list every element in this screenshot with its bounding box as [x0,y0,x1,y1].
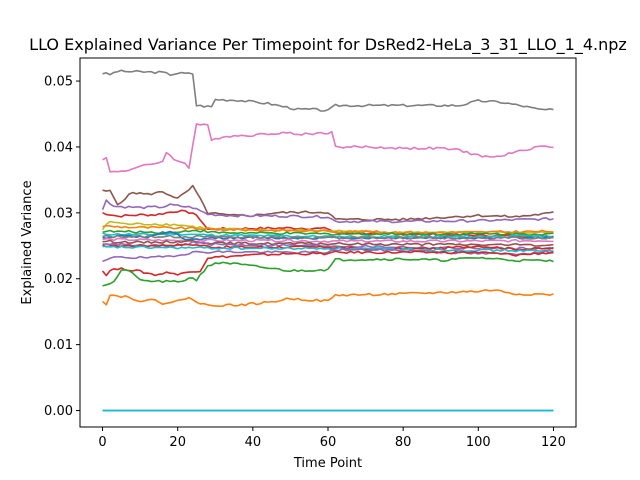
x-tick-label: 20 [169,435,186,450]
x-tick-label: 80 [395,435,412,450]
series-line-19 [102,256,554,287]
series-line-14 [102,240,554,251]
y-tick-label: 0.02 [44,272,73,287]
series-line-17 [102,248,554,263]
series-line-13 [102,239,554,247]
series-line-15 [102,243,554,251]
series-line-8 [102,229,554,236]
y-axis-label: Explained Variance [20,180,35,304]
x-tick-label: 60 [320,435,337,450]
series-line-20 [102,289,554,308]
series-line-9 [102,232,554,239]
series-line-16 [102,245,554,253]
y-tick-label: 0.05 [44,75,73,90]
series-line-11 [102,234,554,240]
chart-title: LLO Explained Variance Per Timepoint for… [29,35,627,55]
y-tick-label: 0.04 [44,140,73,155]
y-tick-label: 0.03 [44,206,73,221]
series-line-5 [102,209,554,239]
y-tick-label: 0.01 [44,338,73,353]
series-line-2 [102,123,554,173]
series-line-7 [102,224,554,235]
series-line-4 [101,199,554,224]
x-tick-label: 0 [98,435,106,450]
series-line-1 [102,69,554,112]
tick-layer: 0 20 40 60 80 100 120 0.00 0.01 0.02 0.03 0.04 0.05 [44,75,566,450]
x-tick-label: 40 [245,435,262,450]
x-tick-label: 100 [466,435,491,450]
series-line-3 [102,184,554,222]
x-axis-label: Time Point [293,456,362,471]
series-line-18 [101,250,554,277]
y-tick-label: 0.00 [44,404,73,419]
plot-frame [79,57,577,428]
series-layer [101,69,554,412]
x-tick-label: 120 [541,435,566,450]
